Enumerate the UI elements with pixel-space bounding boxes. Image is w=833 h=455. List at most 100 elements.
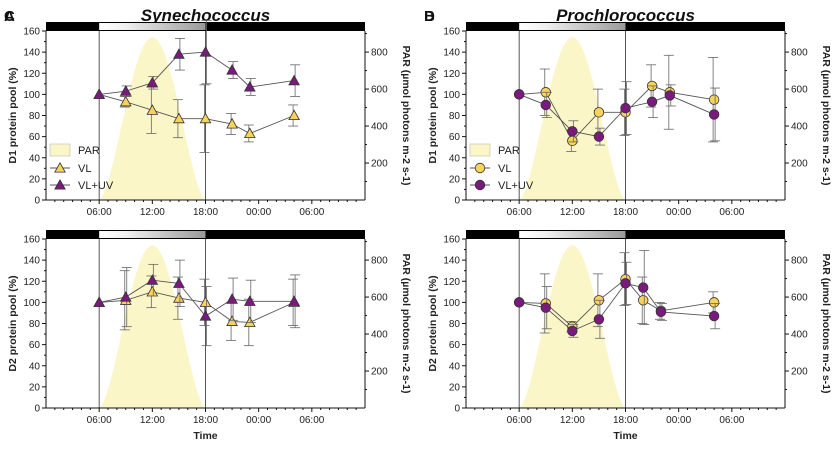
y-tick-label: 120 [23,69,40,80]
data-point [199,310,212,321]
x-tick-label: 00:00 [666,207,691,218]
y-tick-label: 120 [443,69,460,80]
y2-axis-label: PAR (µmol photons m-2 s-1) [400,253,412,393]
y-tick-label: 60 [29,340,41,351]
data-point [567,135,578,147]
data-point [243,295,256,306]
y-tick-label: 60 [29,132,41,143]
data-point [199,46,212,57]
data-point [593,131,605,142]
y-tick-label: 160 [23,27,40,38]
x-axis-label: Time [613,430,637,442]
data-point [638,295,649,306]
x-tick-label: 00:00 [246,207,271,218]
y2-tick-label: 800 [791,256,808,267]
x-tick-label: 06:00 [299,415,324,426]
x-axis-label: Time [193,430,217,442]
y2-tick-label: 200 [371,159,388,170]
y2-tick-label: 200 [791,159,808,170]
x-tick-label: 06:00 [507,415,532,426]
y2-tick-label: 400 [371,330,388,341]
y-tick-label: 80 [449,111,461,122]
y-tick-label: 160 [443,235,460,246]
y2-tick-label: 200 [791,367,808,378]
y-tick-label: 20 [449,382,461,393]
data-point [199,112,212,124]
legend-label-par: PAR [498,145,520,157]
y-tick-label: 120 [443,277,460,288]
panel-label: D [424,8,435,25]
data-point [708,310,720,322]
x-tick-label: 06:00 [719,207,744,218]
legend: PAR VL VL+UV [469,143,534,192]
panel-title: Prochlorococcus [556,6,695,25]
data-point [146,274,159,285]
x-tick-label: 12:00 [560,415,585,426]
y2-tick-label: 400 [791,122,808,133]
series-vl-uv [93,259,301,347]
series-vl-uv [513,250,721,339]
y-axis-label: D2 protein pool (%) [7,275,19,371]
x-tick-label: 06:00 [507,207,532,218]
data-point [513,89,525,100]
x-tick-label: 18:00 [193,207,218,218]
x-tick-label: 18:00 [193,415,218,426]
y2-axis-label: PAR (µmol photons m-2 s-1) [400,45,412,185]
legend-label: VL+UV [78,180,114,192]
y-tick-label: 0 [34,196,40,207]
legend-marker [54,178,66,190]
legend-swatch-par [469,143,491,157]
data-point [226,315,238,326]
y-axis-label: D2 protein pool (%) [427,275,439,371]
data-point [173,48,185,59]
data-point [243,80,256,92]
y-tick-label: 160 [23,235,40,246]
legend-swatch-par [49,143,71,157]
y2-axis-label: PAR (µmol photons m-2 s-1) [820,45,832,185]
y-tick-label: 160 [443,27,460,38]
x-tick-label: 06:00 [719,415,744,426]
data-point [513,297,525,308]
y-tick-label: 60 [449,340,461,351]
x-tick-label: 06:00 [87,207,112,218]
data-point [199,296,212,307]
series-line [99,51,295,95]
x-tick-label: 00:00 [666,415,691,426]
series-line [99,93,295,134]
par-area [99,37,206,200]
y-tick-label: 80 [29,111,41,122]
y-tick-label: 20 [29,382,41,393]
x-tick-label: 18:00 [613,207,638,218]
data-point [173,292,185,303]
light-period-bar [519,231,626,238]
y-tick-label: 40 [29,361,41,372]
data-point [540,302,551,313]
data-point [146,104,159,115]
x-tick-label: 06:00 [299,207,324,218]
data-point [288,74,300,86]
y-tick-label: 100 [23,90,40,101]
y-tick-label: 100 [23,298,40,309]
data-point [288,109,300,121]
y-tick-label: 40 [449,153,461,164]
series-vl [513,252,720,334]
data-point [708,94,720,105]
legend-label-par: PAR [78,145,100,157]
y-tick-label: 0 [454,196,460,207]
y-tick-label: 80 [29,319,41,330]
data-point [540,99,551,111]
y-tick-label: 80 [449,319,461,330]
data-point [119,95,132,107]
y-tick-label: 140 [23,256,40,267]
series-vl-uv [513,81,721,146]
data-point [593,107,605,118]
light-period-bar [99,23,206,30]
series-vl-uv [93,20,301,99]
y2-tick-label: 600 [371,293,388,304]
data-point [620,102,631,114]
panel-label: B [424,8,435,25]
legend-marker [474,162,486,174]
